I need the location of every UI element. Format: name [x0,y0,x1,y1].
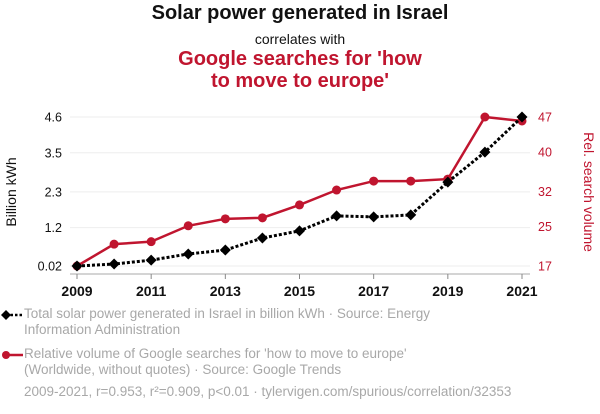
data-point-solar [331,210,343,222]
data-point-solar [368,211,380,223]
y-tick-label-right: 17 [538,260,552,274]
y-tick-label-left: 3.5 [45,146,62,160]
data-point-searches [109,239,119,249]
data-point-solar [442,176,454,188]
data-point-searches [257,213,267,223]
x-tick-label: 2015 [284,283,315,299]
y-tick-label-left: 1.2 [45,221,62,235]
data-point-solar [182,248,194,260]
y-tick-label-right: 47 [538,111,552,125]
y-tick-label-left: 2.3 [45,185,62,199]
legend-item-solar: Total solar power generated in Israel in… [1,306,464,338]
x-tick-label: 2009 [61,283,92,299]
y-axis-label-left: Billion kWh [3,157,19,226]
title-secondary-line-2: to move to europe' [210,70,390,92]
y-tick-label-left: 4.6 [45,111,62,125]
y-tick-label-right: 25 [538,220,552,234]
legend-searches-icon [2,351,23,359]
y-tick-label-left: 0.02 [38,260,62,274]
legend-item-searches: Relative volume of Google searches for '… [2,346,464,378]
title-secondary-line-1: Google searches for 'how [178,48,422,70]
footer-stats: 2009-2021, r=0.953, r²=0.909, p<0.01 · t… [24,384,512,399]
data-point-searches [480,112,490,122]
chart-title-secondary: Google searches for 'how to move to euro… [0,48,600,92]
chart-area: 0.02 1.2 2.3 3.5 4.6 17 25 32 40 47 2009 2011 2013 20… [3,111,597,300]
data-point-solar [256,232,268,244]
axes: 0.02 1.2 2.3 3.5 4.6 17 25 32 40 47 2009 2011 2013 20… [38,111,552,300]
x-tick-label: 2011 [136,283,167,299]
data-point-searches [220,214,230,224]
legend-searches-line1: Relative volume of Google searches for '… [24,346,407,361]
data-point-solar [516,111,528,123]
data-point-searches [369,176,379,186]
legend-searches-line2: (Worldwide, without quotes) · Source: Go… [24,362,342,377]
gridlines [70,116,530,267]
data-point-searches [332,185,342,195]
legend-solar-line2: Information Administration [24,322,181,337]
legend-solar-icon [1,310,23,320]
x-tick-label: 2021 [506,283,537,299]
legend-solar-line1: Total solar power generated in Israel in… [24,306,430,321]
y-axis-label-right: Rel. search volume [581,132,597,252]
data-point-searches [406,176,416,186]
chart-title: Solar power generated in Israel [151,2,449,24]
x-tick-label: 2017 [358,283,389,299]
y-tick-label-right: 40 [538,145,552,159]
data-point-solar [219,244,231,256]
series-group [71,111,528,272]
x-tick-label: 2013 [210,283,241,299]
y-tick-label-right: 32 [538,185,552,199]
data-point-searches [295,200,304,210]
data-point-solar [108,258,120,270]
data-point-searches [146,237,156,247]
data-point-solar [405,209,417,221]
x-tick-label: 2019 [432,283,463,299]
data-point-solar [145,254,157,266]
data-point-solar [294,225,305,237]
data-point-solar [479,146,491,158]
data-point-solar [71,260,83,272]
chart-subtitle: correlates with [254,31,346,47]
data-point-searches [183,221,193,231]
